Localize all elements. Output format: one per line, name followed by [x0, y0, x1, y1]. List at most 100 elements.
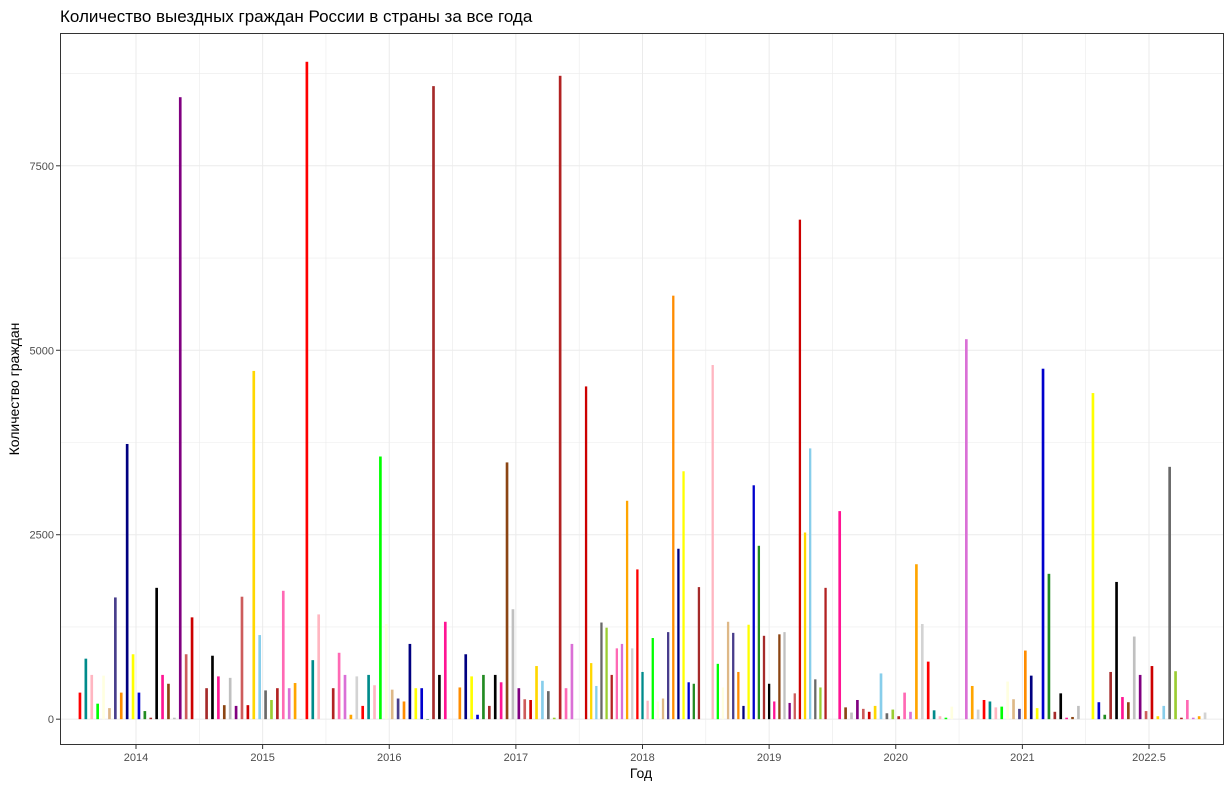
bar: [767, 683, 771, 720]
bar: [732, 632, 735, 720]
bar: [390, 689, 394, 720]
bar: [1186, 699, 1189, 720]
bar: [379, 456, 382, 720]
bar: [240, 596, 244, 720]
bar: [149, 717, 153, 720]
bar: [711, 365, 714, 720]
bar: [1180, 717, 1183, 720]
bar: [161, 674, 164, 720]
bar: [167, 683, 170, 720]
bar: [641, 671, 644, 720]
bar: [432, 86, 435, 720]
bar: [541, 680, 544, 720]
bar: [814, 679, 817, 720]
bar: [125, 443, 129, 720]
bar: [228, 677, 232, 720]
bar: [778, 634, 781, 720]
bar: [102, 675, 105, 720]
bar: [408, 643, 412, 720]
x-tick-label: 2020: [884, 752, 908, 764]
x-tick-label: 2017: [504, 752, 528, 764]
bar: [270, 699, 273, 720]
bar: [944, 717, 948, 720]
bar: [885, 713, 889, 720]
bar: [337, 652, 341, 720]
bar: [620, 643, 624, 720]
bar: [108, 708, 111, 720]
bar: [84, 658, 88, 720]
bar: [438, 674, 441, 720]
bar: [343, 674, 347, 720]
bar: [950, 706, 954, 720]
bar: [819, 687, 822, 720]
bar: [222, 705, 226, 720]
bar: [305, 61, 309, 720]
x-tick-label: 2014: [124, 752, 148, 764]
bar: [1132, 636, 1136, 720]
bar: [570, 643, 574, 720]
bar: [211, 655, 214, 720]
bar: [470, 676, 473, 720]
y-axis-title: Количество граждан: [6, 323, 22, 456]
bar: [721, 687, 725, 720]
bar: [1053, 711, 1057, 720]
bar: [879, 673, 883, 720]
bar: [716, 663, 719, 720]
bar: [920, 624, 924, 720]
bar: [458, 687, 462, 720]
bar: [299, 719, 303, 720]
bar: [1047, 573, 1051, 720]
bar: [246, 705, 250, 720]
bar: [677, 548, 680, 720]
bar: [1168, 466, 1171, 720]
bar: [793, 693, 796, 720]
bar: [590, 663, 593, 720]
bar: [78, 692, 82, 720]
x-tick-label: 2019: [757, 752, 781, 764]
bar: [482, 674, 485, 720]
x-tick-label: 2021: [1010, 752, 1034, 764]
bar: [661, 698, 665, 720]
bar: [757, 545, 761, 720]
bar: [276, 688, 279, 720]
bar: [932, 710, 936, 720]
bar: [281, 590, 285, 720]
bar: [155, 587, 158, 720]
bar: [173, 717, 176, 720]
bar: [976, 709, 980, 720]
bar: [143, 711, 147, 720]
bar: [824, 587, 827, 720]
bar: [903, 692, 906, 720]
bar: [773, 701, 776, 720]
bar: [938, 716, 942, 720]
bar: [1144, 711, 1148, 720]
bar: [293, 683, 297, 720]
bar: [692, 683, 695, 720]
bar: [311, 660, 315, 720]
bar: [114, 597, 117, 720]
bar: [1197, 716, 1201, 720]
bar: [926, 661, 930, 720]
bar: [861, 708, 865, 720]
bar: [615, 648, 618, 720]
bar: [1071, 716, 1074, 720]
bar: [982, 699, 986, 720]
bar: [361, 705, 365, 720]
x-axis-title: Год: [630, 765, 652, 781]
bar: [564, 688, 568, 720]
plot-border: [60, 33, 1224, 745]
y-tick-label: 7500: [30, 161, 54, 173]
bar: [844, 707, 847, 720]
bar: [96, 703, 99, 720]
bar: [552, 717, 556, 720]
bar: [873, 705, 877, 720]
bar: [137, 692, 141, 720]
bar: [287, 688, 291, 720]
bar: [682, 471, 685, 720]
bar: [970, 685, 974, 720]
bar: [605, 627, 608, 720]
bar: [737, 671, 740, 720]
bar: [1103, 714, 1107, 720]
bar: [1097, 702, 1101, 720]
